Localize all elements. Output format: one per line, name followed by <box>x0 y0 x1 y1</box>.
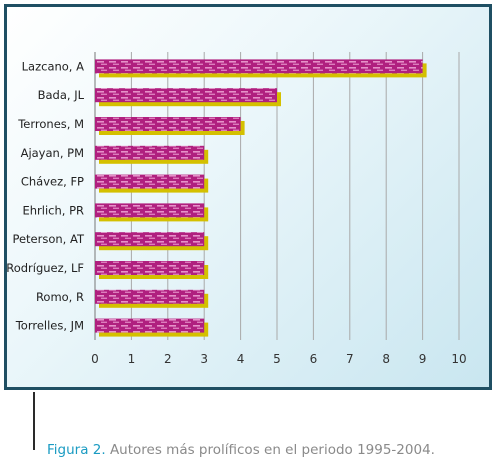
x-tick-label: 5 <box>273 352 281 366</box>
x-tick-label: 0 <box>91 352 99 366</box>
x-tick-label: 4 <box>237 352 245 366</box>
bar-fill <box>95 145 205 160</box>
bar-fill <box>95 289 205 304</box>
category-label: Torrelles, JM <box>15 319 84 333</box>
bars <box>95 59 427 337</box>
x-tick-label: 2 <box>164 352 172 366</box>
category-label: Rodríguez, LF <box>6 261 84 275</box>
bar-chart: Lazcano, A Bada, JL Terrones, M Ajayan, PM C… <box>6 52 467 366</box>
category-label: Bada, JL <box>38 88 85 102</box>
x-tick-labels: 0 1 2 3 4 5 6 7 8 9 10 <box>91 352 466 366</box>
caption-label: Figura 2. <box>47 442 106 458</box>
category-label: Terrones, M <box>17 117 84 131</box>
bar <box>95 203 209 222</box>
bar-fill <box>95 318 205 333</box>
bar <box>95 289 209 308</box>
x-tick-label: 9 <box>419 352 427 366</box>
x-tick-label: 6 <box>310 352 318 366</box>
bar-fill <box>95 117 241 131</box>
bar-fill <box>95 232 205 247</box>
category-label: Ajayan, PM <box>21 146 84 160</box>
bar-fill <box>95 59 423 74</box>
category-label: Peterson, AT <box>12 232 85 246</box>
x-tick-label: 1 <box>128 352 136 366</box>
bar <box>95 59 427 78</box>
bar <box>95 174 209 193</box>
bar <box>95 117 245 135</box>
caption-rule <box>33 392 35 450</box>
x-tick-label: 7 <box>346 352 354 366</box>
bar <box>95 88 281 107</box>
bar-fill <box>95 261 205 275</box>
bar <box>95 145 209 164</box>
x-tick-label: 10 <box>451 352 466 366</box>
caption-text: Autores más prolíficos en el periodo 199… <box>105 442 435 458</box>
category-label: Chávez, FP <box>21 175 84 189</box>
bar-fill <box>95 203 205 218</box>
figure-caption: Figura 2. Autores más prolíficos en el p… <box>47 442 435 458</box>
category-label: Lazcano, A <box>22 59 84 73</box>
category-labels: Lazcano, A Bada, JL Terrones, M Ajayan, PM C… <box>6 59 85 332</box>
category-label: Ehrlich, PR <box>22 203 84 217</box>
bar <box>95 318 209 337</box>
bar <box>95 261 209 279</box>
x-tick-label: 8 <box>382 352 390 366</box>
category-label: Romo, R <box>36 290 84 304</box>
x-tick-label: 3 <box>200 352 208 366</box>
bar-fill <box>95 88 277 103</box>
bar-fill <box>95 174 205 189</box>
bar <box>95 232 209 251</box>
